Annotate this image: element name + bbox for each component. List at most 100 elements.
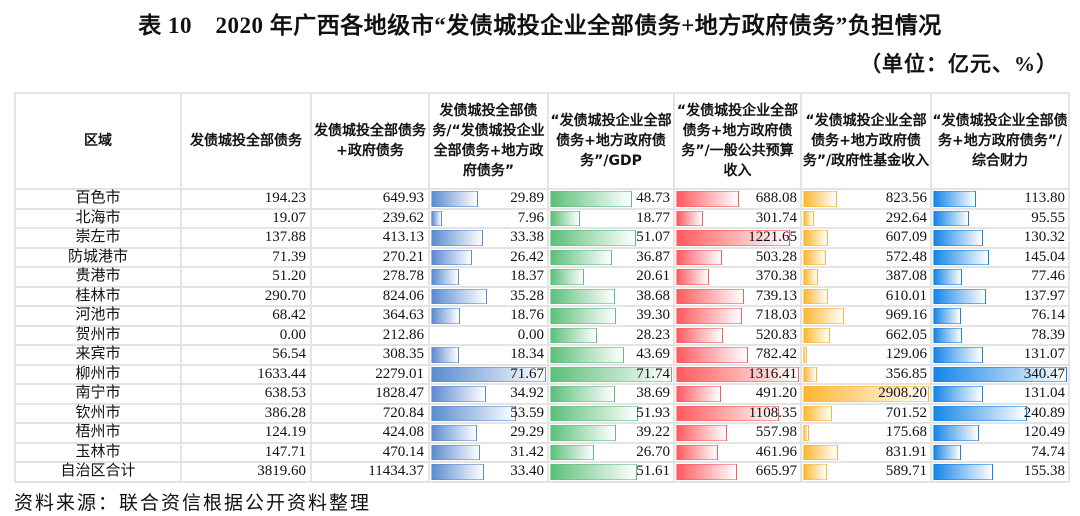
value-cell: 212.86 [310,324,430,346]
region-name: 桂林市 [14,285,182,307]
bar-value: 38.69 [636,385,670,402]
data-bar [676,405,780,421]
bar-value: 1316.41 [748,365,797,382]
value-cell: 11434.37 [310,461,430,483]
data-bar-cell: 71.67 [428,363,549,385]
bar-value: 76.14 [1031,307,1065,324]
data-bar [431,269,459,285]
data-bar [431,210,442,226]
data-bar-cell: 29.29 [428,422,549,444]
data-bar-cell: 77.46 [930,266,1070,288]
bar-value: 18.34 [510,346,544,363]
data-bar-cell: 18.77 [547,207,675,229]
data-bar-cell: 240.89 [930,402,1070,424]
table-row: 河池市 68.42 364.63 18.76 39.30 718.03 969.16 76.1… [14,305,1070,327]
data-bar-cell: 739.13 [673,285,802,307]
data-bar-cell: 129.06 [800,344,932,366]
data-bar [431,464,484,480]
data-bar [803,249,827,265]
data-bar-cell: 130.32 [930,227,1070,249]
data-bar [803,191,838,207]
value-cell: 137.88 [180,227,312,249]
value-cell: 470.14 [310,441,430,463]
region-name: 梧州市 [14,422,182,444]
column-header: 区域 [14,92,182,190]
data-bar-cell: 340.47 [930,363,1070,385]
bar-value: 782.42 [755,346,797,363]
data-bar-cell: 1108.35 [673,402,802,424]
bar-value: 688.08 [755,190,797,207]
data-bar-cell: 36.87 [547,246,675,268]
data-bar [803,269,819,285]
data-bar [431,405,517,421]
data-bar-cell: 356.85 [800,363,932,385]
bar-value: 387.08 [885,268,927,285]
data-bar-cell: 35.28 [428,285,549,307]
data-bar-cell: 782.42 [673,344,802,366]
column-header: 发债城投全部债务 [180,92,312,190]
data-bar [676,386,721,402]
bar-value: 520.83 [755,326,797,343]
bar-value: 572.48 [885,248,927,265]
value-cell: 147.71 [180,441,312,463]
data-bar [676,347,749,363]
bar-value: 71.74 [636,365,670,382]
value-cell: 19.07 [180,207,312,229]
bar-value: 2908.20 [878,385,927,402]
data-bar [933,444,961,460]
data-bar [431,249,473,265]
data-bar-cell: 137.97 [930,285,1070,307]
bar-value: 0.00 [517,326,544,343]
data-bar [933,191,977,207]
bar-value: 340.47 [1023,365,1065,382]
data-bar [803,425,809,441]
data-bar-cell: 1316.41 [673,363,802,385]
data-bar [803,386,929,402]
column-header: 发债城投全部债务+政府债务 [310,92,430,190]
data-bar-cell: 26.42 [428,246,549,268]
source-note: 资料来源：联合资信根据公开资料整理 [14,492,372,514]
data-bar [933,405,1028,421]
value-cell: 649.93 [310,188,430,210]
value-cell: 720.84 [310,402,430,424]
table-row: 来宾市 56.54 308.35 18.34 43.69 782.42 129.06 131.… [14,344,1070,366]
bar-value: 26.42 [510,248,544,265]
data-bar [803,327,831,343]
data-bar-cell: 31.42 [428,441,549,463]
data-bar [550,366,672,382]
bar-value: 739.13 [755,287,797,304]
table-row: 柳州市 1633.44 2279.01 71.67 71.74 1316.41 356.85… [14,363,1070,385]
bar-value: 461.96 [755,443,797,460]
data-bar-cell: 39.30 [547,305,675,327]
data-bar-cell: 53.59 [428,402,549,424]
data-bar [676,210,703,226]
bar-value: 557.98 [755,424,797,441]
data-bar-cell: 665.97 [673,461,802,483]
data-bar-cell: 387.08 [800,266,932,288]
table-row: 贵港市 51.20 278.78 18.37 20.61 370.38 387.08 77.4… [14,266,1070,288]
bar-value: 969.16 [885,307,927,324]
table-row: 贺州市 0.00 212.86 0.00 28.23 520.83 662.05 78.39 [14,324,1070,346]
value-cell: 413.13 [310,227,430,249]
value-cell: 290.70 [180,285,312,307]
data-bar [431,230,484,246]
bar-value: 718.03 [755,307,797,324]
table-row: 梧州市 124.19 424.08 29.29 39.22 557.98 175.68 120… [14,422,1070,444]
bar-value: 51.61 [636,463,670,480]
data-bar [803,366,817,382]
bar-value: 1108.35 [748,404,797,421]
bar-value: 701.52 [885,404,927,421]
region-name: 贵港市 [14,266,182,288]
data-bar-cell: 26.70 [547,441,675,463]
bar-value: 131.07 [1023,346,1065,363]
bar-value: 240.89 [1023,404,1065,421]
bar-value: 662.05 [885,326,927,343]
data-bar-cell: 503.28 [673,246,802,268]
data-bar [431,444,481,460]
data-bar-cell: 51.61 [547,461,675,483]
region-name: 柳州市 [14,363,182,385]
value-cell: 638.53 [180,383,312,405]
data-bar-cell: 34.92 [428,383,549,405]
data-bar [676,269,710,285]
debt-table: 区域 发债城投全部债务 发债城投全部债务+政府债务 发债城投全部债务/“发债城投企业全… [14,92,1070,483]
